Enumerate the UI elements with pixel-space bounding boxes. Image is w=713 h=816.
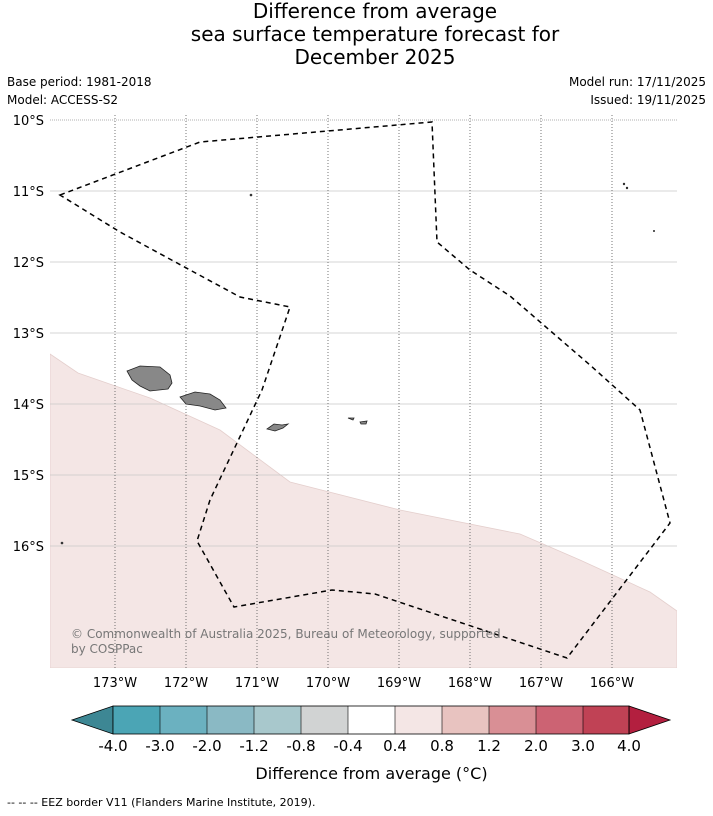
colorbar-bin-2 xyxy=(160,706,207,734)
tau-island xyxy=(359,420,368,425)
colorbar-bin-3 xyxy=(207,706,254,734)
west-islet xyxy=(60,541,64,545)
lon-label-167w: 167°W xyxy=(519,676,563,691)
cb-tick-1: -3.0 xyxy=(145,737,174,755)
title-line-1: Difference from average xyxy=(252,0,498,23)
savaii-island xyxy=(126,365,173,392)
copyright-line-2: by COSPPac xyxy=(71,642,143,656)
colorbar-bin-6 xyxy=(348,706,395,734)
cb-tick-7: 0.8 xyxy=(430,737,454,755)
lon-label-173w: 173°W xyxy=(93,676,137,691)
model-name: Model: ACCESS-S2 xyxy=(7,93,119,107)
lat-label-12s: 12°S xyxy=(13,256,44,271)
lat-gridlines xyxy=(50,119,677,547)
meta-right: Model run: 17/11/2025 Issued: 19/11/2025 xyxy=(569,73,706,109)
colorbar-bin-11 xyxy=(583,706,629,734)
cb-tick-8: 1.2 xyxy=(477,737,501,755)
lon-label-170w: 170°W xyxy=(306,676,350,691)
cb-tick-0: -4.0 xyxy=(98,737,127,755)
colorbar-tick-labels: -4.0 -3.0 -2.0 -1.2 -0.8 -0.4 0.4 0.8 1.… xyxy=(98,737,641,755)
tokelau-islet-2 xyxy=(625,186,629,190)
lon-label-171w: 171°W xyxy=(235,676,279,691)
swains-island xyxy=(249,193,253,197)
colorbar-bin-5 xyxy=(301,706,348,734)
base-period: Base period: 1981-2018 xyxy=(7,75,152,89)
tokelau-islet-1 xyxy=(622,182,626,186)
lon-label-169w: 169°W xyxy=(377,676,421,691)
positive-anomaly-region xyxy=(50,353,677,668)
lat-label-15s: 15°S xyxy=(13,469,44,484)
copyright-line-1: © Commonwealth of Australia 2025, Bureau… xyxy=(71,627,501,641)
lat-label-10s: 10°S xyxy=(13,114,44,129)
lat-label-13s: 13°S xyxy=(13,327,44,342)
colorbar xyxy=(70,705,672,735)
model-run: Model run: 17/11/2025 xyxy=(568,75,706,89)
cb-tick-6: 0.4 xyxy=(383,737,407,755)
lat-label-16s: 16°S xyxy=(13,540,44,555)
cb-tick-11: 4.0 xyxy=(617,737,641,755)
lon-label-172w: 172°W xyxy=(164,676,208,691)
title-line-3: December 2025 xyxy=(294,45,456,69)
cb-tick-4: -0.8 xyxy=(286,737,315,755)
colorbar-min-extension xyxy=(70,705,114,735)
colorbar-label: Difference from average (°C) xyxy=(255,764,488,783)
cb-tick-2: -2.0 xyxy=(192,737,221,755)
colorbar-max-extension xyxy=(628,705,672,735)
tokelau-islet-3 xyxy=(653,229,656,232)
colorbar-bin-8 xyxy=(442,706,489,734)
lon-label-166w: 166°W xyxy=(590,676,634,691)
colorbar-bin-7 xyxy=(395,706,442,734)
ofu-island xyxy=(347,417,355,421)
lat-label-11s: 11°S xyxy=(13,185,44,200)
cb-tick-9: 2.0 xyxy=(524,737,548,755)
colorbar-bin-10 xyxy=(536,706,583,734)
lon-label-168w: 168°W xyxy=(448,676,492,691)
lon-labels: 173°W 172°W 171°W 170°W 169°W 168°W 167°… xyxy=(93,676,634,691)
cb-tick-10: 3.0 xyxy=(571,737,595,755)
meta-left: Base period: 1981-2018 Model: ACCESS-S2 xyxy=(7,73,152,109)
title-line-2: sea surface temperature forecast for xyxy=(190,22,560,46)
colorbar-bin-1 xyxy=(113,706,160,734)
eez-border xyxy=(58,121,671,659)
cb-tick-3: -1.2 xyxy=(239,737,268,755)
cb-tick-5: -0.4 xyxy=(333,737,362,755)
chart-title: Difference from average sea surface temp… xyxy=(0,0,713,69)
lat-label-14s: 14°S xyxy=(13,398,44,413)
colorbar-bin-9 xyxy=(489,706,536,734)
issued-date: Issued: 19/11/2025 xyxy=(590,93,706,107)
samoa-islands xyxy=(60,182,656,545)
lat-labels: 10°S 11°S 12°S 13°S 14°S 15°S 16°S xyxy=(13,114,44,555)
lon-gridlines xyxy=(114,115,613,668)
upolu-island xyxy=(179,391,227,411)
eez-legend: -- -- -- EEZ border V11 (Flanders Marine… xyxy=(7,796,316,809)
colorbar-frame xyxy=(112,705,630,735)
colorbar-bin-4 xyxy=(254,706,301,734)
tutuila-island xyxy=(266,423,290,432)
